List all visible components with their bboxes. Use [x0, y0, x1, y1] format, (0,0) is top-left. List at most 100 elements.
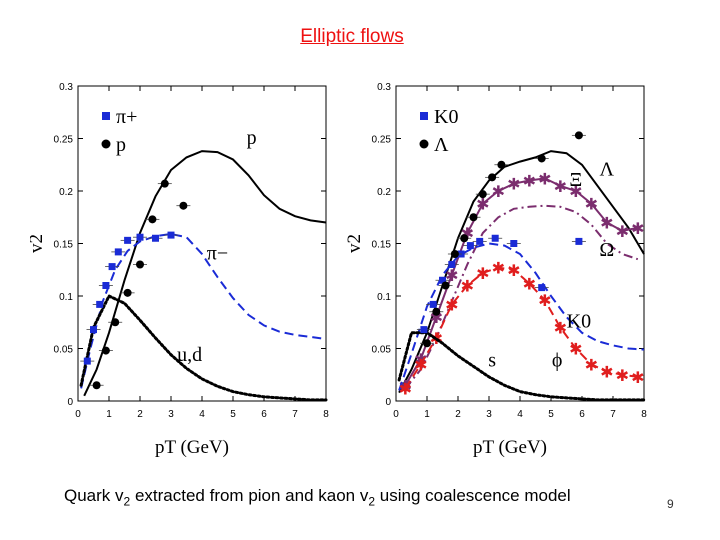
xi-curve-star: ✱ [492, 182, 505, 201]
xi-curve-star: ✱ [600, 214, 613, 233]
k0-point [491, 234, 499, 242]
y-tick-label: 0 [67, 397, 73, 408]
xi-curve-star: ✱ [554, 177, 567, 196]
phi-curve-star: ✱ [507, 261, 520, 280]
lambda-point [469, 213, 478, 222]
proton-point [179, 201, 188, 210]
lambda-point [478, 190, 487, 199]
x-tick-label: 1 [424, 409, 430, 420]
phi-curve [404, 266, 638, 389]
legend-label: p [116, 134, 126, 156]
x-tick-label: 6 [579, 409, 585, 420]
caption: Quark v2 extracted from pion and kaon v2… [64, 486, 571, 508]
lambda-point [537, 154, 546, 163]
k0-curve [398, 242, 645, 391]
xi-curve-star: ✱ [538, 169, 551, 188]
phi-curve-star: ✱ [554, 319, 567, 338]
x-tick-label: 7 [610, 409, 616, 420]
pi-plus-point [90, 326, 97, 334]
y-tick-label: 0.3 [59, 82, 73, 93]
lambda-point [423, 339, 431, 348]
xi-curve-star: ✱ [631, 219, 644, 238]
x-tick-label: 4 [517, 409, 523, 420]
xi-curve-star: ✱ [507, 175, 520, 194]
pi-plus-point [124, 236, 132, 244]
phi-curve-star: ✱ [631, 368, 644, 387]
x-tick-label: 2 [455, 409, 461, 420]
k0-point [575, 237, 583, 245]
xi-curve-star: ✱ [585, 195, 598, 214]
y-tick-label: 0.2 [59, 187, 73, 198]
lambda-point [450, 250, 459, 258]
k0-point [466, 242, 474, 250]
lambda-point [497, 160, 506, 169]
proton-point [160, 179, 169, 188]
y-axis-label: v2 [344, 234, 365, 253]
pi-plus-point [83, 357, 91, 365]
caption-mid: extracted from pion and kaon v [130, 486, 369, 505]
proton-point [92, 381, 101, 390]
y-tick-label: 0.25 [54, 135, 74, 146]
k0-point [448, 261, 456, 268]
pi-plus-point [167, 231, 175, 239]
y-tick-label: 0.1 [59, 292, 73, 303]
k0-point [510, 240, 518, 247]
x-axis-label: pT (GeV) [155, 437, 229, 458]
pi-plus-point [136, 233, 144, 241]
caption-pre: Quark v [64, 486, 124, 505]
proton-point [101, 346, 110, 355]
s-curve [397, 331, 646, 402]
x-axis-label: pT (GeV) [473, 437, 547, 458]
slide-title: Elliptic flows [300, 26, 404, 47]
k0-point [439, 276, 446, 284]
xi-curve-star: ✱ [523, 172, 536, 191]
pi-curve [80, 232, 327, 389]
annotation: π− [207, 242, 228, 264]
phi-curve-star: ✱ [461, 277, 474, 296]
right-panel: 0 1 2 3 4 5 6 7 8 0 0.05 0.1 0.15 0.2 0.25 0.3 pT (GeV) v… [344, 82, 647, 458]
pi-plus-point [108, 263, 116, 271]
annotation: p [247, 127, 257, 149]
x-tick-label: 3 [486, 409, 492, 420]
legend-label: π+ [116, 106, 137, 128]
annotation: u,d [177, 344, 202, 366]
phi-curve-star: ✱ [569, 340, 582, 359]
xi-curve-star: ✱ [569, 182, 582, 201]
xi-curve-star: ✱ [616, 222, 629, 241]
y-tick-label: 0.1 [377, 292, 391, 303]
phi-curve-star: ✱ [476, 264, 489, 283]
y-tick-label: 0.3 [377, 82, 391, 93]
proton-point [111, 318, 120, 327]
legend-marker [420, 112, 428, 120]
annotation: ϕ [552, 349, 563, 371]
annotation: s [488, 349, 496, 371]
caption-sub-1: 2 [123, 494, 131, 509]
phi-curve-star: ✱ [600, 363, 613, 382]
y-tick-label: 0.05 [54, 345, 74, 356]
lambda-point [460, 234, 469, 243]
proton-point [136, 260, 144, 269]
y-axis-label: v2 [30, 234, 47, 253]
x-tick-label: 4 [199, 409, 205, 420]
x-tick-label: 3 [168, 409, 174, 420]
annotation: Ω [599, 239, 614, 261]
ud-curve [79, 294, 328, 402]
xi-curve-star: ✱ [476, 195, 489, 214]
pi-plus-point [102, 282, 110, 289]
phi-curve-star: ✱ [585, 355, 598, 374]
phi-curve-star: ✱ [414, 355, 427, 374]
lambda-point [432, 307, 441, 316]
x-tick-label: 8 [323, 409, 329, 420]
xi-curve [404, 177, 638, 386]
x-tick-label: 0 [75, 409, 81, 420]
annotation: K0 [567, 311, 591, 333]
k0-point [420, 326, 428, 334]
x-tick-label: 8 [641, 409, 647, 420]
x-tick-label: 1 [106, 409, 112, 420]
y-tick-label: 0 [385, 397, 391, 408]
lambda-point [574, 131, 583, 140]
y-tick-label: 0.05 [372, 345, 392, 356]
phi-curve-star: ✱ [399, 379, 412, 398]
legend-marker [101, 139, 111, 149]
k0-point [429, 300, 437, 308]
